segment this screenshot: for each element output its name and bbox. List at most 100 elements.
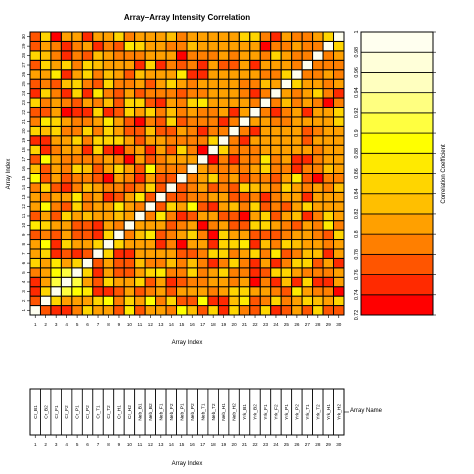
heatmap-cell bbox=[176, 78, 188, 90]
heatmap-cell bbox=[322, 88, 335, 99]
heatmap-cell bbox=[176, 97, 188, 108]
heatmap-cell bbox=[207, 267, 219, 278]
heatmap-cell bbox=[144, 163, 157, 175]
heatmap-cell bbox=[29, 173, 41, 184]
heatmap-cell bbox=[134, 135, 146, 146]
heatmap-cell bbox=[144, 276, 157, 288]
array-name: Cr_F2 bbox=[64, 405, 70, 419]
heatmap-cell bbox=[291, 267, 303, 278]
array-name: Yrk_T2 bbox=[315, 404, 321, 420]
bottom-x-tick-label: 9 bbox=[118, 442, 121, 447]
y-tick-label: 23 bbox=[21, 100, 26, 106]
heatmap-cell bbox=[29, 88, 41, 99]
heatmap-cell bbox=[249, 125, 261, 137]
heatmap-cell bbox=[71, 59, 83, 71]
heatmap-cell bbox=[71, 50, 83, 61]
heatmap-cell bbox=[71, 135, 83, 146]
heatmap-cell bbox=[280, 163, 293, 175]
heatmap-cell bbox=[322, 163, 335, 175]
heatmap-cell bbox=[259, 31, 272, 42]
heatmap-cell bbox=[186, 257, 198, 269]
heatmap-cell bbox=[81, 239, 94, 250]
heatmap-cell bbox=[186, 220, 198, 231]
heatmap-cell bbox=[312, 267, 324, 278]
x-tick-label: 14 bbox=[169, 322, 175, 327]
heatmap-cell bbox=[81, 154, 94, 165]
heatmap-cell bbox=[280, 78, 293, 90]
heatmap-cell bbox=[113, 239, 125, 250]
heatmap-cell bbox=[144, 59, 157, 71]
heatmap-cell bbox=[60, 88, 73, 99]
heatmap-cell bbox=[29, 248, 41, 259]
heatmap-cell bbox=[196, 78, 209, 90]
heatmap-cell bbox=[60, 239, 73, 250]
x-tick-label: 1 bbox=[34, 322, 37, 327]
heatmap-cell bbox=[280, 286, 293, 297]
heatmap-cell bbox=[259, 78, 272, 90]
heatmap-cell bbox=[280, 125, 293, 137]
heatmap-cell bbox=[291, 106, 303, 118]
heatmap-cell bbox=[60, 40, 73, 52]
heatmap-cell bbox=[29, 59, 41, 71]
colorbar-tick-label: 0.9 bbox=[354, 129, 360, 137]
heatmap-cell bbox=[238, 88, 251, 99]
heatmap-cell bbox=[71, 106, 83, 118]
x-tick-label: 8 bbox=[107, 322, 110, 327]
heatmap-cell bbox=[238, 191, 251, 203]
heatmap-cell bbox=[60, 229, 73, 241]
heatmap-cell bbox=[259, 229, 272, 241]
heatmap-cell bbox=[270, 163, 282, 175]
heatmap-cell bbox=[81, 163, 94, 175]
heatmap-cell bbox=[176, 50, 188, 61]
heatmap-cell bbox=[186, 69, 198, 80]
heatmap-cell bbox=[228, 97, 240, 108]
heatmap-cell bbox=[60, 59, 73, 71]
heatmap-cell bbox=[228, 125, 240, 137]
heatmap-cell bbox=[39, 78, 52, 90]
colorbar-label: Correlation Coefficient bbox=[441, 144, 447, 204]
heatmap-cell bbox=[228, 286, 240, 297]
heatmap-cell bbox=[39, 267, 52, 278]
heatmap-cell bbox=[280, 173, 293, 184]
bottom-x-tick-label: 24 bbox=[273, 442, 279, 447]
heatmap-cell bbox=[333, 125, 345, 137]
heatmap-cell bbox=[322, 210, 335, 222]
heatmap-cell bbox=[29, 201, 41, 212]
heatmap-cell bbox=[322, 154, 335, 165]
heatmap-cell bbox=[134, 40, 146, 52]
heatmap-cell bbox=[92, 210, 104, 222]
heatmap-cell bbox=[155, 229, 167, 241]
heatmap-cell bbox=[113, 116, 125, 127]
heatmap-cell bbox=[50, 59, 62, 71]
heatmap-cell bbox=[217, 201, 230, 212]
heatmap-cell bbox=[102, 239, 115, 250]
heatmap-cell bbox=[176, 248, 188, 259]
heatmap-cell bbox=[29, 267, 41, 278]
heatmap-cell bbox=[81, 305, 94, 316]
heatmap-cell bbox=[217, 135, 230, 146]
heatmap-cell bbox=[102, 40, 115, 52]
heatmap-cell bbox=[134, 78, 146, 90]
y-tick-label: 9 bbox=[21, 233, 26, 236]
heatmap-cell bbox=[301, 69, 314, 80]
heatmap-cell bbox=[228, 210, 240, 222]
heatmap-cell bbox=[312, 116, 324, 127]
heatmap-cell bbox=[186, 295, 198, 307]
heatmap-cell bbox=[176, 191, 188, 203]
heatmap-cell bbox=[50, 69, 62, 80]
x-tick-label: 28 bbox=[315, 322, 321, 327]
heatmap-cell bbox=[155, 295, 167, 307]
bottom-x-tick-label: 23 bbox=[263, 442, 269, 447]
heatmap-cell bbox=[270, 31, 282, 42]
heatmap-cell bbox=[92, 305, 104, 316]
heatmap-cell bbox=[238, 78, 251, 90]
heatmap-cell bbox=[29, 305, 41, 316]
heatmap-cell bbox=[270, 220, 282, 231]
heatmap-cell bbox=[102, 173, 115, 184]
heatmap-cell bbox=[29, 257, 41, 269]
heatmap-cell bbox=[249, 239, 261, 250]
heatmap-cell bbox=[29, 40, 41, 52]
heatmap-cell bbox=[301, 201, 314, 212]
y-tick-label: 27 bbox=[21, 62, 26, 68]
heatmap-cell bbox=[144, 88, 157, 99]
